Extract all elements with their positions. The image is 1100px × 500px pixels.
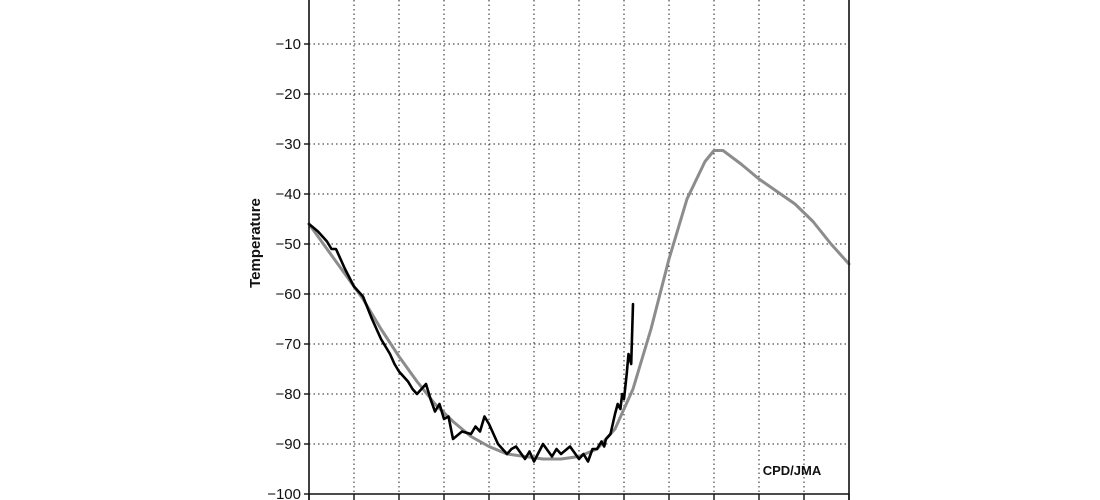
series-line-gray xyxy=(307,149,851,461)
y-tick-label: −30 xyxy=(276,136,301,153)
y-tick-label: −50 xyxy=(276,236,301,253)
source-annotation: CPD/JMA xyxy=(763,463,822,478)
y-tick-label: −70 xyxy=(276,336,301,353)
axes: −100 −90 −80 −70 −60 −50 −40 −30 −20 −10 xyxy=(267,0,850,500)
y-tick-label: −100 xyxy=(267,486,301,500)
y-tick-label: −90 xyxy=(276,436,301,453)
y-tick-label: −60 xyxy=(276,286,301,303)
y-tick-label: −80 xyxy=(276,386,301,403)
y-axis-label: Temperature xyxy=(247,198,264,288)
series-group xyxy=(307,149,851,463)
y-tick-label: −40 xyxy=(276,186,301,203)
series-line-black xyxy=(307,222,635,463)
y-tick-label: −10 xyxy=(276,36,301,53)
grid xyxy=(309,0,849,494)
y-tick-label: −20 xyxy=(276,86,301,103)
